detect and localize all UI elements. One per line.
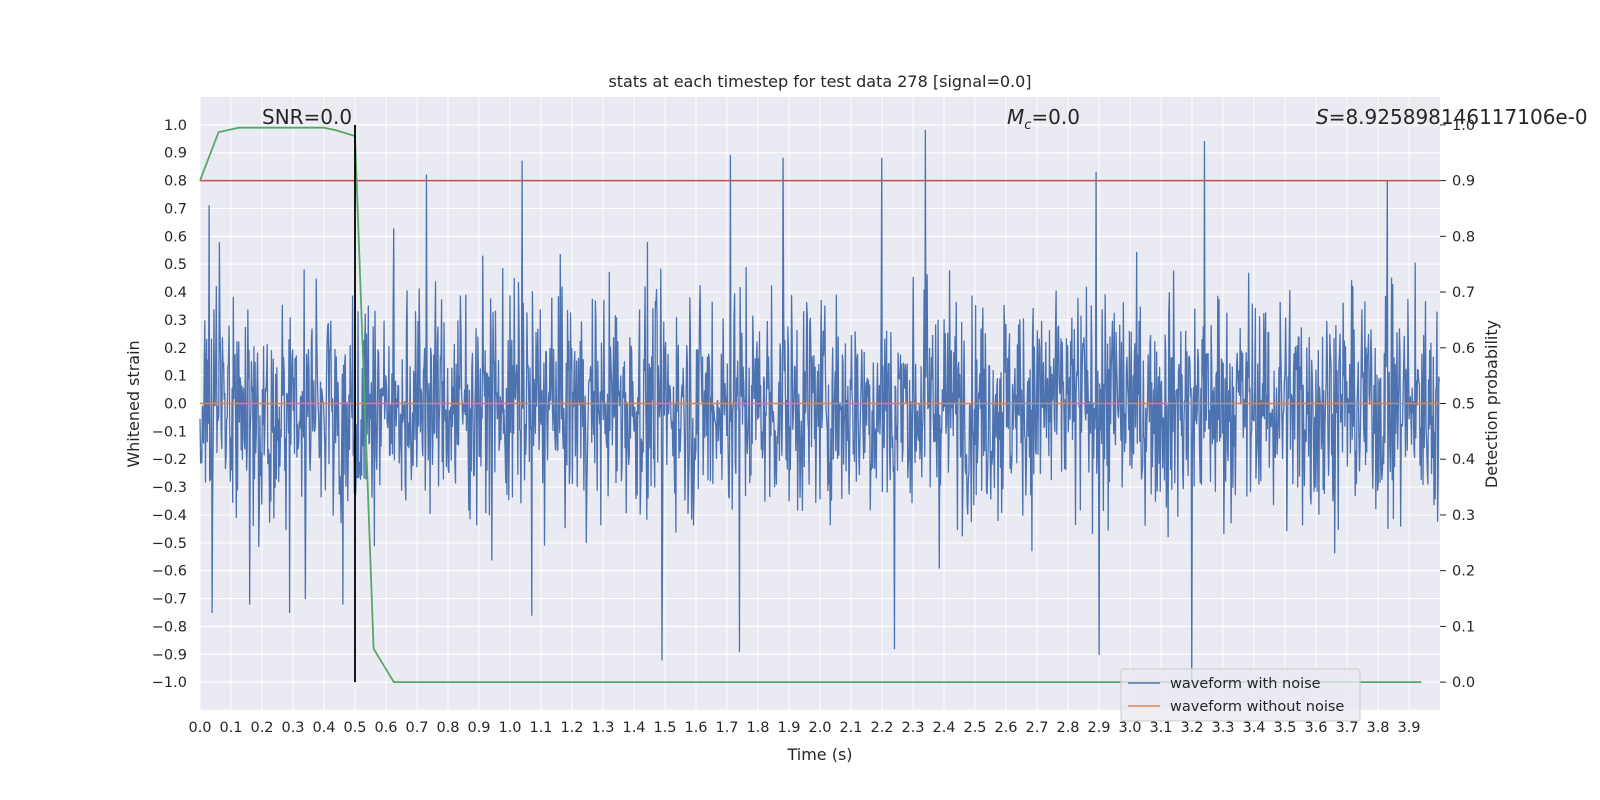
x-tick-labels: 0.0 0.1 0.2 0.3 0.4 0.5 0.6 0.7 0.8 0.9 1.0 1.1 1.2 1… [188, 720, 1420, 736]
legend-box [1120, 668, 1361, 722]
right-y-tick-label: 0.4 [1452, 452, 1475, 468]
y-tick-labels: 1.0 0.9 0.8 0.7 0.6 0.5 0.4 0.3 0.2 0.1 0.0 −0.1 −0.… [152, 118, 187, 691]
x-tick-label: 3.5 [1273, 720, 1296, 736]
right-y-tick-label: 0.1 [1452, 619, 1475, 635]
legend-label-clean: waveform without noise [1170, 699, 1344, 715]
x-tick-label: 2.5 [963, 720, 986, 736]
legend-label-noise: waveform with noise [1170, 676, 1321, 692]
x-tick-label: 2.0 [808, 720, 831, 736]
x-tick-label: 0.1 [219, 720, 242, 736]
s-value: =8.925898146117106e-0 [1329, 105, 1588, 129]
mc-subscript: c [1024, 118, 1031, 133]
x-tick-label: 1.0 [498, 720, 521, 736]
mc-symbol: M [1007, 105, 1024, 129]
x-tick-label: 0.5 [343, 720, 366, 736]
x-tick-label: 0.7 [405, 720, 428, 736]
series-waveform-with-noise [199, 129, 1441, 683]
x-tick-label: 3.1 [1149, 720, 1172, 736]
x-tick-label: 0.3 [281, 720, 304, 736]
right-y-tick-label: 0.7 [1452, 285, 1475, 301]
y-tick-label: −0.7 [152, 592, 187, 608]
snr-annotation: SNR=0.0 [262, 105, 352, 129]
x-axis-label: Time (s) [786, 745, 852, 764]
noise-waveform-path [199, 129, 1441, 683]
y-tick-label: −0.5 [152, 536, 187, 552]
right-y-tick-label: 0.8 [1452, 229, 1475, 245]
x-tick-label: 1.2 [560, 720, 583, 736]
x-tick-label: 2.6 [994, 720, 1017, 736]
x-tick-label: 2.8 [1056, 720, 1079, 736]
x-tick-label: 3.8 [1366, 720, 1389, 736]
x-tick-label: 3.0 [1118, 720, 1141, 736]
y-tick-label: −0.6 [152, 564, 187, 580]
x-tick-label: 2.2 [870, 720, 893, 736]
right-y-tick-label: 1.0 [1452, 118, 1475, 134]
y-tick-label: −1.0 [152, 675, 187, 691]
x-tick-label: 0.8 [436, 720, 459, 736]
y-tick-label: −0.1 [152, 424, 187, 440]
x-tick-label: 1.4 [622, 720, 645, 736]
right-y-tick-label: 0.0 [1452, 675, 1475, 691]
x-tick-label: 1.6 [684, 720, 707, 736]
y-axis-label: Whitened strain [124, 340, 143, 467]
mc-value: =0.0 [1031, 105, 1080, 129]
right-y-axis-label: Detection probability [1482, 320, 1501, 488]
y-tick-label: 0.0 [164, 397, 187, 413]
right-y-tick-label: 0.3 [1452, 508, 1475, 524]
x-tick-label: 3.9 [1397, 720, 1420, 736]
y-tick-label: 0.1 [164, 369, 187, 385]
x-tick-label: 2.1 [839, 720, 862, 736]
right-y-tick-label: 0.6 [1452, 341, 1475, 357]
x-tick-label: 0.9 [467, 720, 490, 736]
y-tick-label: −0.4 [152, 508, 187, 524]
y-tick-label: −0.3 [152, 480, 187, 496]
x-tick-label: 0.6 [374, 720, 397, 736]
x-tick-label: 2.3 [901, 720, 924, 736]
x-tick-label: 0.2 [250, 720, 273, 736]
x-tick-label: 0.4 [312, 720, 335, 736]
y-tick-label: 0.7 [164, 201, 187, 217]
s-symbol: S [1316, 105, 1329, 129]
y-tick-label: −0.8 [152, 619, 187, 635]
y-tick-label: 0.2 [164, 341, 187, 357]
x-tick-label: 2.7 [1025, 720, 1048, 736]
x-tick-label: 1.7 [715, 720, 738, 736]
x-tick-label: 3.4 [1242, 720, 1265, 736]
x-tick-label: 3.2 [1180, 720, 1203, 736]
x-tick-label: 1.1 [529, 720, 552, 736]
y-tick-label: 1.0 [164, 118, 187, 134]
x-tick-label: 3.3 [1211, 720, 1234, 736]
y-tick-label: 0.9 [164, 146, 187, 162]
x-tick-label: 1.9 [777, 720, 800, 736]
x-tick-label: 2.4 [932, 720, 955, 736]
chart-title: stats at each timestep for test data 278… [608, 72, 1031, 91]
y-tick-label: −0.9 [152, 647, 187, 663]
x-tick-label: 1.8 [746, 720, 769, 736]
y-tick-label: 0.6 [164, 229, 187, 245]
y-tick-label: −0.2 [152, 452, 187, 468]
series-detection-probability [199, 126, 1422, 683]
y-tick-label: 0.4 [164, 285, 187, 301]
x-tick-label: 2.9 [1087, 720, 1110, 736]
legend: waveform with noise waveform without noi… [1120, 668, 1361, 722]
x-tick-label: 3.7 [1335, 720, 1358, 736]
x-tick-label: 3.6 [1304, 720, 1327, 736]
x-tick-label: 0.0 [188, 720, 211, 736]
right-y-tick-label: 0.2 [1452, 564, 1475, 580]
right-y-tick-label: 0.5 [1452, 397, 1475, 413]
s-annotation: S=8.925898146117106e-0 [1316, 105, 1588, 129]
mc-annotation: Mc=0.0 [1007, 105, 1080, 133]
y-tick-label: 0.8 [164, 174, 187, 190]
y-tick-label: 0.3 [164, 313, 187, 329]
y-tick-label: 0.5 [164, 257, 187, 273]
right-y-tick-label: 0.9 [1452, 174, 1475, 190]
x-tick-label: 1.3 [591, 720, 614, 736]
right-y-tick-labels: 1.0 0.9 0.8 0.7 0.6 0.5 0.4 0.3 0.2 0.1 0.0 [1440, 118, 1475, 691]
x-tick-label: 1.5 [653, 720, 676, 736]
